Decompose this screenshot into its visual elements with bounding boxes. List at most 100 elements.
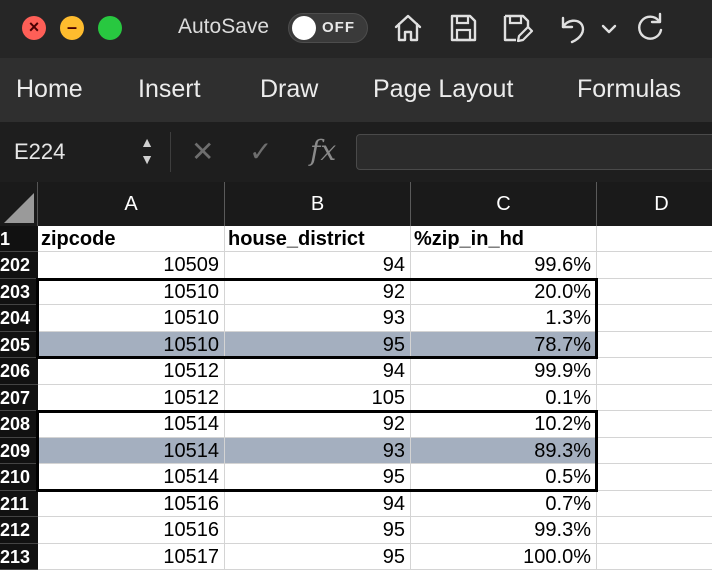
- cell-value: 78.7%: [534, 333, 591, 356]
- row-number: 208: [0, 414, 31, 434]
- undo-icon[interactable]: [554, 10, 590, 46]
- cell-b202[interactable]: 94: [225, 252, 411, 279]
- cell-c202[interactable]: 99.6%: [411, 252, 597, 279]
- cell-d213[interactable]: [597, 544, 712, 570]
- row-header[interactable]: 207: [0, 384, 38, 411]
- row-header[interactable]: 212: [0, 517, 38, 544]
- cell-b207[interactable]: 105: [225, 384, 411, 411]
- cell-c207[interactable]: 0.1%: [411, 384, 597, 411]
- cell-d207[interactable]: [597, 385, 712, 411]
- cell-b210[interactable]: 95: [225, 464, 411, 491]
- column-header-d[interactable]: D: [597, 182, 712, 226]
- save-icon[interactable]: [445, 10, 481, 46]
- cell-value: 95: [382, 466, 405, 488]
- minimize-window-button[interactable]: –: [60, 16, 84, 40]
- cell-b1[interactable]: house_district: [225, 226, 411, 252]
- zoom-window-button[interactable]: [98, 16, 122, 40]
- tab-insert[interactable]: Insert: [138, 75, 201, 103]
- cell-value: 94: [382, 360, 405, 382]
- home-icon[interactable]: [390, 10, 426, 46]
- select-all-button[interactable]: [0, 182, 38, 226]
- save-as-icon[interactable]: [498, 10, 534, 46]
- cell-d1[interactable]: [597, 226, 712, 252]
- cell-a212[interactable]: 10516: [38, 517, 225, 544]
- cell-a209[interactable]: 10514: [38, 437, 225, 464]
- close-window-button[interactable]: ×: [22, 16, 46, 40]
- cell-c213[interactable]: 100.0%: [411, 543, 597, 570]
- tab-draw[interactable]: Draw: [260, 75, 319, 103]
- row-header[interactable]: 206: [0, 358, 38, 385]
- column-header-a[interactable]: A: [38, 182, 225, 226]
- row-header[interactable]: 208: [0, 411, 38, 438]
- cell-b209[interactable]: 93: [225, 437, 411, 464]
- row-header[interactable]: 211: [0, 490, 38, 517]
- row-number: 211: [0, 493, 30, 514]
- cell-d211[interactable]: [597, 491, 712, 517]
- cell-a210[interactable]: 10514: [38, 464, 225, 491]
- cell-d205[interactable]: [597, 332, 712, 358]
- cell-c208[interactable]: 10.2%: [411, 411, 597, 438]
- cell-c206[interactable]: 99.9%: [411, 358, 597, 385]
- cell-a207[interactable]: 10512: [38, 384, 225, 411]
- cell-a206[interactable]: 10512: [38, 358, 225, 385]
- column-header-b[interactable]: B: [225, 182, 411, 226]
- cancel-icon[interactable]: ✕: [191, 136, 215, 167]
- row-number: 1: [0, 229, 11, 249]
- cell-d204[interactable]: [597, 305, 712, 332]
- cell-value: 105: [371, 386, 405, 409]
- cell-b205[interactable]: 95: [225, 331, 411, 358]
- cell-a211[interactable]: 10516: [38, 490, 225, 517]
- cell-d212[interactable]: [597, 517, 712, 544]
- insert-function-icon[interactable]: fx: [310, 134, 337, 167]
- cell-a1[interactable]: zipcode: [38, 226, 225, 252]
- cell-b213[interactable]: 95: [225, 543, 411, 570]
- cell-b211[interactable]: 94: [225, 490, 411, 517]
- cell-c205[interactable]: 78.7%: [411, 331, 597, 358]
- row-header[interactable]: 210: [0, 464, 38, 491]
- cell-d202[interactable]: [597, 252, 712, 279]
- cell-c210[interactable]: 0.5%: [411, 464, 597, 491]
- cell-a208[interactable]: 10514: [38, 411, 225, 438]
- cell-a204[interactable]: 10510: [38, 305, 225, 332]
- cell-c204[interactable]: 1.3%: [411, 305, 597, 332]
- cell-b208[interactable]: 92: [225, 411, 411, 438]
- cell-c212[interactable]: 99.3%: [411, 517, 597, 544]
- tab-home[interactable]: Home: [16, 75, 83, 103]
- row-header[interactable]: 209: [0, 437, 38, 464]
- row-header[interactable]: 213: [0, 543, 38, 570]
- formula-input[interactable]: [356, 134, 712, 170]
- row-header[interactable]: 205: [0, 331, 38, 358]
- cell-a205[interactable]: 10510: [38, 331, 225, 358]
- row-header[interactable]: 1: [0, 226, 38, 252]
- name-box[interactable]: E224: [14, 139, 66, 164]
- cell-d210[interactable]: [597, 464, 712, 491]
- cell-d208[interactable]: [597, 411, 712, 438]
- cell-b212[interactable]: 95: [225, 517, 411, 544]
- column-header-c[interactable]: C: [411, 182, 597, 226]
- cell-d206[interactable]: [597, 358, 712, 385]
- undo-dropdown-chevron-down-icon[interactable]: [598, 10, 620, 46]
- cell-d203[interactable]: [597, 279, 712, 305]
- name-box-stepper[interactable]: ▲ ▼: [138, 134, 156, 170]
- cell-a203[interactable]: 10510: [38, 278, 225, 305]
- row-header[interactable]: 202: [0, 252, 38, 279]
- cell-b204[interactable]: 93: [225, 305, 411, 332]
- cell-value: 10514: [163, 466, 219, 488]
- cell-c1[interactable]: %zip_in_hd: [411, 226, 597, 252]
- row-header[interactable]: 203: [0, 278, 38, 305]
- tab-formulas[interactable]: Formulas: [577, 75, 682, 103]
- cell-c203[interactable]: 20.0%: [411, 278, 597, 305]
- cell-c209[interactable]: 89.3%: [411, 437, 597, 464]
- cell-a202[interactable]: 10509: [38, 252, 225, 279]
- row-header[interactable]: 204: [0, 305, 38, 332]
- cell-b203[interactable]: 92: [225, 278, 411, 305]
- cell-b206[interactable]: 94: [225, 358, 411, 385]
- cell-c211[interactable]: 0.7%: [411, 490, 597, 517]
- minimize-icon: –: [66, 17, 77, 37]
- redo-icon[interactable]: [632, 10, 668, 46]
- cell-d209[interactable]: [597, 438, 712, 464]
- autosave-toggle[interactable]: OFF: [288, 13, 368, 43]
- cell-a213[interactable]: 10517: [38, 543, 225, 570]
- tab-page-layout[interactable]: Page Layout: [373, 75, 514, 103]
- enter-check-icon[interactable]: ✓: [249, 136, 273, 167]
